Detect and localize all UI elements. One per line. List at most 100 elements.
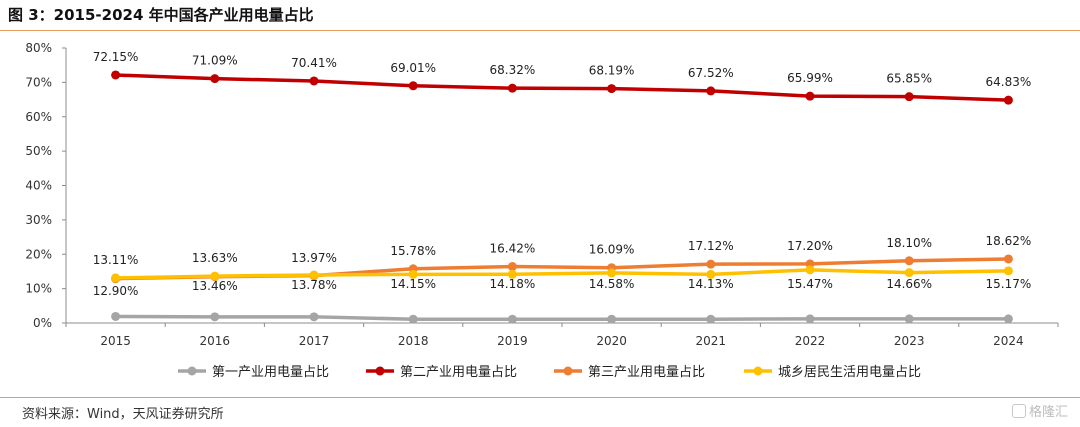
- x-tick-label: 2022: [795, 334, 826, 348]
- data-label: 67.52%: [688, 66, 734, 80]
- x-tick-label: 2015: [100, 334, 131, 348]
- data-label: 69.01%: [390, 61, 436, 75]
- data-point: [607, 84, 617, 94]
- y-tick-label: 80%: [25, 41, 52, 55]
- legend-swatch-marker: [187, 366, 197, 376]
- data-label: 15.78%: [390, 244, 436, 258]
- x-tick-label: 2017: [299, 334, 330, 348]
- legend-label: 城乡居民生活用电量占比: [778, 365, 921, 380]
- data-label: 16.09%: [589, 243, 635, 257]
- legend-swatch-marker: [753, 366, 763, 376]
- data-point: [706, 86, 716, 96]
- data-point: [408, 81, 418, 91]
- data-label: 14.15%: [390, 277, 436, 291]
- x-tick-label: 2018: [398, 334, 429, 348]
- data-point: [507, 269, 517, 279]
- data-point: [904, 268, 914, 278]
- series-lines: [111, 70, 1013, 324]
- x-tick-label: 2020: [596, 334, 627, 348]
- data-point: [111, 70, 121, 80]
- data-point: [1003, 254, 1013, 264]
- legend-swatch-marker: [563, 366, 573, 376]
- y-tick-label: 60%: [25, 110, 52, 124]
- y-tick-label: 10%: [25, 282, 52, 296]
- y-tick-label: 20%: [25, 247, 52, 261]
- data-label: 14.66%: [886, 277, 932, 291]
- legend: 第一产业用电量占比 第二产业用电量占比 第三产业用电量占比 城乡居民生活用电量占比: [178, 365, 921, 380]
- data-label: 15.17%: [986, 277, 1032, 291]
- data-label: 68.32%: [490, 63, 536, 77]
- legend-label: 第一产业用电量占比: [212, 365, 329, 380]
- data-point: [904, 314, 914, 324]
- watermark-text: 格隆汇: [1028, 405, 1068, 420]
- legend-item-0: 第一产业用电量占比: [178, 365, 329, 380]
- line-chart: 0% 10% 20% 30% 40% 50% 60% 70% 80% 2015 2016 2017 20…: [25, 41, 1059, 380]
- data-label: 65.99%: [787, 71, 833, 85]
- data-label: 13.78%: [291, 278, 337, 292]
- data-point: [904, 92, 914, 102]
- data-point: [210, 74, 220, 84]
- data-point: [1003, 95, 1013, 105]
- data-label: 14.18%: [490, 277, 536, 291]
- y-tick-label: 70%: [25, 75, 52, 89]
- data-label: 16.42%: [490, 242, 536, 256]
- data-labels: 72.15% 71.09% 70.41% 69.01% 68.32% 68.19% 67.5…: [93, 50, 1032, 298]
- data-label: 71.09%: [192, 54, 238, 68]
- data-label: 70.41%: [291, 56, 337, 70]
- legend-item-1: 第二产业用电量占比: [366, 365, 517, 380]
- x-tick-label: 2024: [993, 334, 1024, 348]
- data-point: [408, 269, 418, 279]
- source-note: 资料来源：Wind，天风证券研究所: [22, 407, 224, 422]
- watermark-logo-icon: [1011, 403, 1026, 418]
- data-label: 17.12%: [688, 239, 734, 253]
- data-label: 65.85%: [886, 72, 932, 86]
- data-point: [507, 262, 517, 272]
- data-label: 14.58%: [589, 277, 635, 291]
- legend-item-2: 第三产业用电量占比: [554, 365, 705, 380]
- legend-label: 第三产业用电量占比: [588, 365, 705, 380]
- data-point: [607, 268, 617, 278]
- data-point: [805, 265, 815, 275]
- x-tick-label: 2021: [696, 334, 727, 348]
- watermark: 格隆汇: [1011, 401, 1068, 420]
- figure-title: 图 3：2015-2024 年中国各产业用电量占比: [8, 6, 314, 24]
- data-point: [111, 273, 121, 283]
- y-tick-label: 0%: [33, 316, 52, 330]
- data-point: [805, 314, 815, 324]
- axes: 0% 10% 20% 30% 40% 50% 60% 70% 80% 2015 2016 2017 20…: [25, 41, 1059, 348]
- data-point: [408, 314, 418, 324]
- y-tick-label: 40%: [25, 179, 52, 193]
- data-point: [210, 312, 220, 322]
- data-label: 68.19%: [589, 64, 635, 78]
- data-point: [706, 269, 716, 279]
- data-point: [904, 256, 914, 266]
- legend-item-3: 城乡居民生活用电量占比: [744, 365, 921, 380]
- data-label: 17.20%: [787, 239, 833, 253]
- data-point: [607, 314, 617, 324]
- series-line-3: [113, 268, 1011, 280]
- y-tick-label: 30%: [25, 213, 52, 227]
- data-label: 13.46%: [192, 279, 238, 293]
- data-label: 18.62%: [986, 234, 1032, 248]
- legend-swatch-marker: [375, 366, 385, 376]
- data-point: [309, 312, 319, 322]
- data-label: 13.11%: [93, 253, 139, 267]
- legend-label: 第二产业用电量占比: [400, 365, 517, 380]
- data-point: [210, 271, 220, 281]
- data-point: [309, 270, 319, 280]
- data-label: 12.90%: [93, 284, 139, 298]
- data-label: 13.97%: [291, 251, 337, 265]
- y-tick-label: 50%: [25, 144, 52, 158]
- series-line-1: [113, 73, 1011, 102]
- data-point: [1003, 314, 1013, 324]
- x-tick-label: 2016: [200, 334, 231, 348]
- series-line-0: [113, 314, 1011, 321]
- x-tick-label: 2019: [497, 334, 528, 348]
- top-rule: [0, 30, 1080, 31]
- data-label: 13.63%: [192, 251, 238, 265]
- data-label: 18.10%: [886, 236, 932, 250]
- x-tick-label: 2023: [894, 334, 925, 348]
- bottom-rule: [0, 397, 1080, 398]
- data-point: [805, 91, 815, 101]
- data-label: 14.13%: [688, 277, 734, 291]
